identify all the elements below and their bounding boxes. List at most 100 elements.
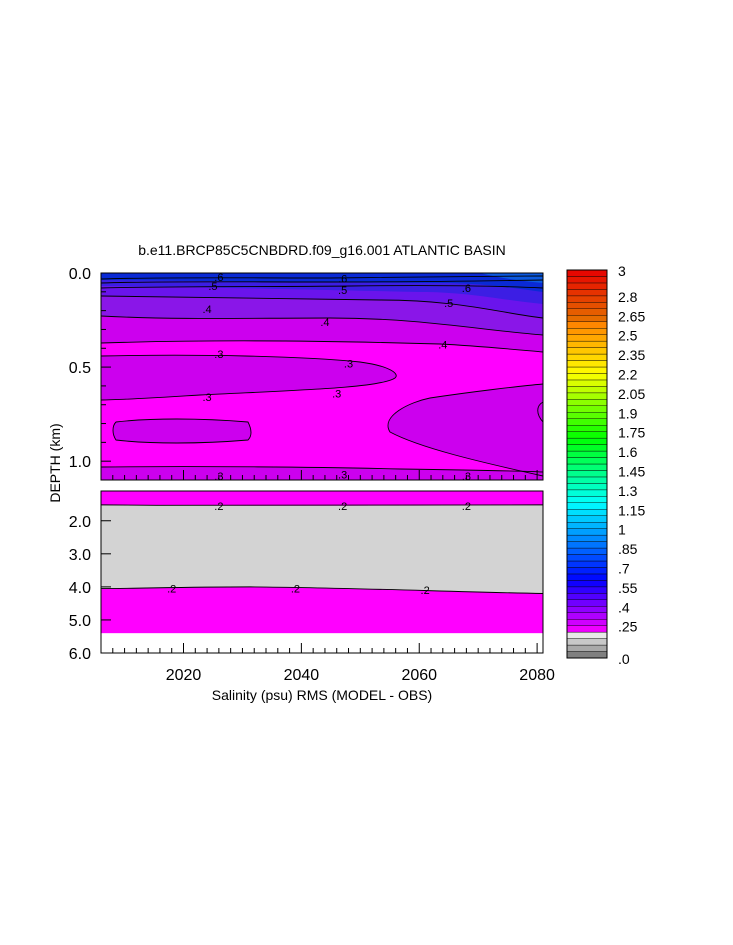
contour-label: .3 [202,392,211,404]
contour-label: .3 [344,358,353,370]
colorbar-label: 2.8 [618,289,638,305]
y-tick-label: 2.0 [69,514,91,531]
colorbar-frame [566,269,608,659]
colorbar-swatch [566,547,608,555]
colorbar-swatch [566,483,608,491]
colorbar-swatch [566,450,608,458]
lower-panel-frame [100,490,544,654]
colorbar-swatch [566,573,608,581]
colorbar-swatch [566,631,608,639]
x-axis-label: Salinity (psu) RMS (MODEL - OBS) [212,687,432,703]
colorbar-swatch [566,470,608,478]
colorbar-label: 1.45 [618,463,645,479]
colorbar-swatch [566,340,608,348]
colorbar-label: 1.15 [618,502,645,518]
colorbar-swatch [566,444,608,452]
colorbar-swatch [566,606,608,613]
colorbar-swatch [566,457,608,465]
lower-panel [100,490,544,654]
colorbar-swatch [566,463,608,471]
colorbar-label: .85 [618,541,638,557]
upper-contour-line [100,466,544,473]
colorbar-swatch [566,586,608,594]
colorbar-swatch [566,373,608,381]
contour-label: .2 [214,501,223,513]
x-tick-label: 2040 [284,667,320,684]
colorbar-swatch [566,392,608,400]
island-0.3 [113,419,251,443]
colorbar-swatch [566,302,608,310]
y-tick-label: 6.0 [69,646,91,663]
band-0.3-bottom [101,466,543,480]
contour-label: .3 [332,388,341,400]
contour-label: .5 [338,285,347,297]
upper-contour-line [387,383,544,477]
upper-contour-line [112,418,252,444]
colorbar-swatch [566,269,608,277]
lower-band-gray [101,504,543,594]
contour-label: .2 [291,584,300,596]
contour-label: .3 [214,349,223,361]
colorbar-swatch [566,425,608,432]
colorbar-swatch [566,476,608,484]
colorbar-swatch [566,366,608,374]
colorbar: 3 2.8 2.65 2.5 2.35 2.2 2.05 1.9 1.75 1.6 1.45 1.3 1… [566,263,645,667]
colorbar-swatch [566,502,608,510]
y-axis-label: DEPTH (km) [47,423,63,502]
colorbar-swatch [566,541,608,549]
y-tick-label: 0.0 [69,266,91,283]
chart-title: b.e11.BRCP85C5CNBDRD.f09_g16.001 ATLANTI… [138,242,506,258]
upper-contour-line [100,340,544,353]
upper-contour-line [100,354,397,401]
colorbar-swatch [566,353,608,361]
colorbar-label: 1.75 [618,425,645,441]
contour-label: .3 [462,471,471,483]
colorbar-swatch [566,386,608,394]
contour-label: .4 [438,340,447,352]
colorbar-swatch [566,315,608,322]
colorbar-label: .25 [618,619,638,635]
colorbar-swatch [566,431,608,439]
colorbar-swatch [566,651,608,659]
edge-patch [537,402,543,422]
colorbar-label: 2.2 [618,366,638,382]
contour-label: .3 [338,469,347,481]
colorbar-swatch [566,289,608,297]
lower-contour-line [100,586,544,594]
band-0.3 [101,340,543,480]
upper-contour-line [100,275,544,280]
x-tick-label: 2080 [519,667,555,684]
colorbar-swatch [566,560,608,568]
colorbar-label: .0 [618,651,630,667]
colorbar-swatch [566,489,608,497]
colorbar-swatch [566,612,608,620]
colorbar-swatch [566,282,608,290]
colorbar-swatch [566,638,608,646]
colorbar-swatch [566,644,608,652]
contour-label: .5 [444,298,453,310]
colorbar-swatch [566,515,608,523]
colorbar-label: 2.05 [618,386,645,402]
y-tick-label: 3.0 [69,547,91,564]
y-tick-label: 5.0 [69,613,91,630]
colorbar-swatch [566,308,608,316]
contour-label: .4 [320,317,329,329]
colorbar-label: .55 [618,580,638,596]
contour-label: .2 [421,585,430,597]
colorbar-label: 1.6 [618,444,638,460]
colorbar-swatch [566,534,608,542]
colorbar-label: 1.9 [618,405,638,421]
colorbar-swatch [566,328,608,335]
colorbar-label: 1 [618,522,626,538]
colorbar-swatch [566,276,608,284]
colorbar-swatch [566,567,608,575]
contour-label: .6 [338,274,347,286]
colorbar-swatch [566,405,608,413]
colorbar-label: .4 [618,599,630,615]
y-tick-label: 4.0 [69,580,91,597]
upper-contour-line [100,295,544,319]
colorbar-swatch [566,412,608,419]
contour-label: .5 [208,281,217,293]
colorbar-swatch [566,522,608,529]
